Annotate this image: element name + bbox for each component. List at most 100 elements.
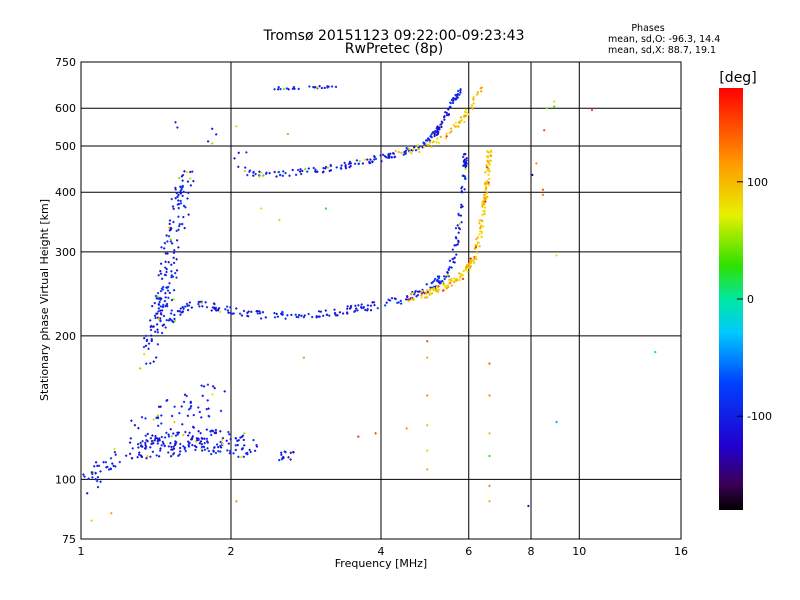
echo-point [481, 201, 483, 204]
echo-point [144, 443, 147, 447]
echo-point [469, 266, 471, 270]
echo-point [431, 287, 433, 290]
echo-point [308, 312, 310, 316]
echo-point [105, 466, 107, 469]
echo-point [212, 385, 214, 388]
echo-point [366, 158, 368, 161]
echo-point [232, 452, 235, 455]
echo-point [201, 449, 203, 452]
x-tick-label: 4 [378, 545, 385, 558]
echo-point [201, 445, 203, 448]
echo-point [258, 310, 261, 313]
echo-point [170, 228, 172, 231]
echo-point [254, 449, 256, 452]
echo-point [170, 445, 172, 448]
echo-point [475, 258, 478, 261]
echo-point [479, 245, 481, 248]
echo-point [206, 440, 208, 443]
echo-point [163, 314, 165, 318]
echo-point [91, 476, 93, 479]
echo-point [161, 309, 163, 312]
echo-point [167, 289, 169, 292]
echo-point [455, 121, 457, 124]
echo-point [437, 128, 439, 132]
echo-point [388, 156, 390, 159]
echo-point [170, 276, 172, 279]
echo-point [447, 285, 449, 289]
echo-point [262, 175, 264, 178]
echo-point [393, 152, 395, 155]
echo-point [190, 405, 192, 408]
echo-point [387, 154, 390, 157]
echo-point [481, 235, 483, 238]
echo-point [473, 102, 475, 105]
echo-point [233, 312, 235, 315]
echo-point [306, 170, 308, 173]
echo-point [483, 201, 485, 204]
echo-point [331, 85, 333, 88]
echo-point [274, 316, 276, 319]
echo-point [139, 367, 141, 370]
y-tick-label: 200 [55, 330, 76, 343]
echo-point [100, 480, 102, 483]
echo-point [217, 308, 219, 311]
echo-point [304, 168, 306, 171]
echo-point [169, 222, 171, 225]
echo-point [211, 127, 213, 130]
echo-point [158, 317, 160, 320]
echo-point [151, 338, 153, 341]
echo-point [485, 196, 487, 199]
echo-point [181, 423, 183, 426]
echo-point [180, 199, 182, 203]
echo-point [476, 243, 478, 246]
echo-point [193, 414, 195, 417]
echo-point [145, 334, 147, 337]
echo-point [246, 451, 248, 455]
echo-point [462, 164, 464, 167]
echo-point [229, 306, 231, 309]
echo-point [108, 468, 110, 471]
echo-point [469, 262, 471, 265]
echo-point [246, 314, 248, 317]
echo-point [176, 239, 178, 242]
echo-point [440, 123, 442, 126]
echo-point [464, 167, 467, 170]
echo-point [479, 230, 481, 233]
echo-point [427, 137, 429, 140]
echo-point [314, 170, 316, 173]
echo-point [187, 434, 189, 437]
echo-point [457, 241, 460, 244]
echo-point [177, 454, 179, 457]
echo-point [481, 219, 483, 222]
echo-point [95, 461, 97, 464]
echo-point [252, 171, 254, 174]
echo-point [178, 207, 180, 210]
echo-point [434, 132, 436, 135]
echo-point [371, 301, 374, 304]
echo-point [348, 162, 350, 165]
echo-point [179, 453, 181, 456]
echo-point [437, 290, 439, 293]
echo-point [436, 127, 438, 130]
echo-point [314, 86, 316, 89]
echo-point [488, 484, 491, 487]
echo-point [426, 289, 428, 292]
echo-point [330, 163, 332, 167]
echo-point [198, 300, 200, 304]
echo-point [591, 109, 593, 112]
echo-point [431, 145, 433, 148]
echo-point [173, 251, 175, 254]
echo-point [177, 199, 179, 202]
echo-point [137, 427, 139, 430]
echo-point [159, 449, 161, 452]
echo-point [457, 212, 460, 215]
echo-point [425, 139, 427, 142]
echo-point [350, 164, 352, 168]
echo-point [367, 304, 369, 307]
echo-point [488, 500, 491, 503]
echo-point [380, 160, 383, 163]
echo-point [415, 295, 418, 298]
echo-point [156, 323, 158, 326]
echo-point [426, 356, 428, 359]
echo-point [484, 197, 486, 200]
